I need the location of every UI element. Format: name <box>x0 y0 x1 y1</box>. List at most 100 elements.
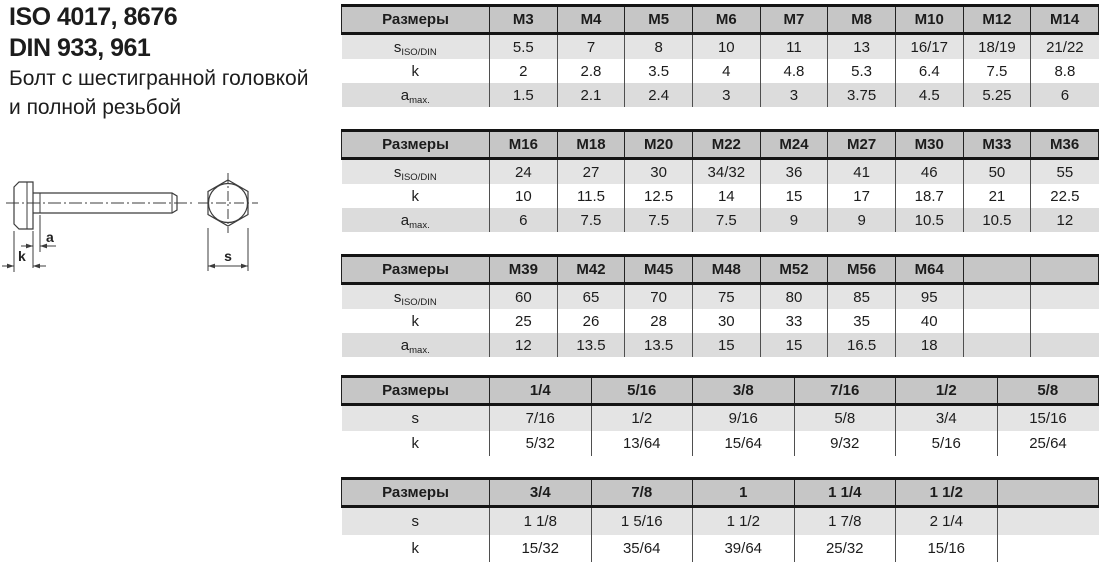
dimension-value-cell: 15 <box>759 333 829 357</box>
row-label-subscript: max. <box>409 94 430 106</box>
dimension-value-cell: 5.3 <box>827 59 896 83</box>
dimension-value-cell: 21/22 <box>1030 33 1099 59</box>
spec-table-metric-m16-m36: Размеры M16 M18 M20 M22 M24 M27 M30 M33 M36 sISO/D… <box>341 129 1099 232</box>
dimension-value-cell: 3/4 <box>895 404 998 431</box>
dimension-value-cell: 10.5 <box>894 208 964 232</box>
dimension-value-cell: 15 <box>759 184 829 208</box>
spec-table-metric-m39-m64: Размеры M39 M42 M45 M48 M52 M56 M64 sISO/DIN 60 65… <box>341 254 1099 357</box>
row-label-s: s <box>341 404 490 431</box>
bolt-side-view: a k <box>2 181 192 272</box>
table-row-k: k 25 26 28 30 33 35 40 <box>341 309 1099 333</box>
row-label-k: k <box>341 59 490 83</box>
dimension-value-cell: 46 <box>894 158 964 184</box>
row-label-a: amax. <box>341 83 490 107</box>
size-column-header: M22 <box>691 129 761 160</box>
dimension-value-cell: 7 <box>556 33 626 59</box>
dimension-value-cell: 30 <box>624 158 693 184</box>
dimension-value-cell: 27 <box>556 158 626 184</box>
dimension-value-cell: 4 <box>691 59 761 83</box>
empty-column-header <box>962 254 1032 285</box>
dimension-value-cell: 35 <box>827 309 896 333</box>
dimension-value-cell: 26 <box>556 309 626 333</box>
dimension-value-cell: 17 <box>827 184 896 208</box>
empty-cell <box>1030 283 1099 309</box>
dimension-value-cell: 28 <box>624 309 693 333</box>
dimension-value-cell: 3.5 <box>624 59 693 83</box>
empty-cell <box>962 333 1032 357</box>
table-row-k: k 10 11.5 12.5 14 15 17 18.7 21 22.5 <box>341 184 1099 208</box>
dimension-value-cell: 30 <box>691 309 761 333</box>
dimension-value-cell: 9 <box>827 208 896 232</box>
dimension-value-cell: 16/17 <box>894 33 964 59</box>
dimension-value-cell: 2.8 <box>556 59 626 83</box>
size-column-header: M52 <box>759 254 829 285</box>
dimension-value-cell: 7.5 <box>556 208 626 232</box>
size-column-header: M64 <box>894 254 964 285</box>
dimension-value-cell: 6 <box>1030 83 1099 107</box>
table-row-a: amax. 1.5 2.1 2.4 3 3 3.75 4.5 5.25 6 <box>341 83 1099 107</box>
empty-cell <box>962 309 1032 333</box>
dimension-value-cell: 13/64 <box>590 431 693 456</box>
row-label-subscript: ISO/DIN <box>401 171 437 183</box>
dimension-value-cell: 12 <box>1030 208 1099 232</box>
row-label-column-header: Размеры <box>341 254 490 285</box>
row-label-s: sISO/DIN <box>341 33 490 59</box>
dimension-value-cell: 1.5 <box>489 83 558 107</box>
dimension-value-cell: 15/16 <box>996 404 1099 431</box>
din-standard-title: DIN 933, 961 <box>9 34 151 62</box>
size-column-header: M36 <box>1030 129 1099 160</box>
row-label-subscript: max. <box>409 344 430 356</box>
dimension-value-cell: 1 1/2 <box>692 506 795 535</box>
size-column-header: M56 <box>827 254 896 285</box>
row-label-s: sISO/DIN <box>341 283 490 309</box>
dimension-value-cell: 8 <box>624 33 693 59</box>
dimension-value-cell: 39/64 <box>692 535 795 562</box>
dimension-value-cell: 10 <box>489 184 558 208</box>
dimension-value-cell: 11.5 <box>556 184 626 208</box>
dimension-value-cell: 18/19 <box>962 33 1032 59</box>
size-column-header: 3/4 <box>489 477 592 508</box>
row-label-column-header: Размеры <box>341 4 490 35</box>
dimension-value-cell: 4.8 <box>759 59 829 83</box>
row-label-column-header: Размеры <box>341 129 490 160</box>
dimension-s-label: s <box>224 248 232 264</box>
dimension-value-cell: 34/32 <box>691 158 761 184</box>
size-column-header: 1 <box>692 477 795 508</box>
dimension-value-cell: 80 <box>759 283 829 309</box>
table-row-a: amax. 6 7.5 7.5 7.5 9 9 10.5 10.5 12 <box>341 208 1099 232</box>
title-block: ISO 4017, 8676 DIN 933, 961 Болт с шести… <box>9 2 344 122</box>
dimension-value-cell: 13.5 <box>556 333 626 357</box>
row-label-k: k <box>341 184 490 208</box>
spec-table-inch-small: Размеры 1/4 5/16 3/8 7/16 1/2 5/8 s 7/16 1/2 9/16 5… <box>341 375 1099 456</box>
size-column-header: M8 <box>827 4 896 35</box>
empty-cell <box>1030 309 1099 333</box>
size-column-header: 5/8 <box>996 375 1099 406</box>
dimension-value-cell: 1 1/8 <box>489 506 592 535</box>
size-column-header: M42 <box>556 254 626 285</box>
dimension-value-cell: 85 <box>827 283 896 309</box>
row-label-s: s <box>341 506 490 535</box>
row-label-column-header: Размеры <box>341 477 490 508</box>
table-row-s: sISO/DIN 60 65 70 75 80 85 95 <box>341 283 1099 309</box>
size-column-header: 1/4 <box>489 375 592 406</box>
size-column-header: M24 <box>759 129 829 160</box>
dimension-value-cell: 33 <box>759 309 829 333</box>
dimension-value-cell: 7/16 <box>489 404 592 431</box>
dimension-value-cell: 5.5 <box>489 33 558 59</box>
size-column-header: M3 <box>489 4 558 35</box>
product-description-line1: Болт с шестигранной головкой <box>9 67 309 90</box>
size-column-header: M18 <box>556 129 626 160</box>
size-column-header: M48 <box>691 254 761 285</box>
dimension-value-cell: 7.5 <box>624 208 693 232</box>
dimension-value-cell: 9/16 <box>692 404 795 431</box>
size-column-header: M4 <box>556 4 626 35</box>
empty-cell <box>996 506 1099 535</box>
dimension-value-cell: 4.5 <box>894 83 964 107</box>
dimension-value-cell: 12 <box>489 333 558 357</box>
dimension-value-cell: 1 5/16 <box>590 506 693 535</box>
dimension-value-cell: 40 <box>894 309 964 333</box>
dimension-value-cell: 7.5 <box>962 59 1032 83</box>
size-column-header: M45 <box>624 254 693 285</box>
dimension-value-cell: 10.5 <box>962 208 1032 232</box>
size-column-header: 3/8 <box>692 375 795 406</box>
